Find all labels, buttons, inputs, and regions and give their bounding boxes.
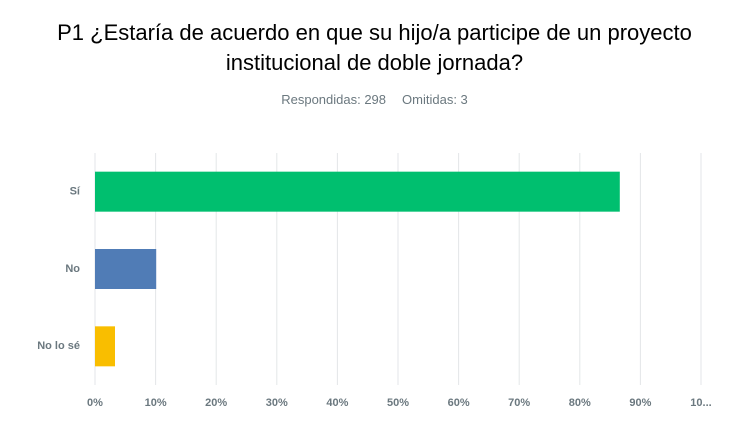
answered: Respondidas: 298: [281, 92, 387, 107]
x-tick-label: 10...: [690, 397, 711, 409]
x-tick-label: 10%: [145, 397, 167, 409]
x-tick-label: 40%: [326, 397, 348, 409]
subtitle: Respondidas: 298 Omitidas: 3: [0, 92, 749, 107]
bar: [95, 249, 157, 289]
x-tick-label: 70%: [508, 397, 530, 409]
chart-title: P1 ¿Estaría de acuerdo en que su hijo/a …: [57, 20, 692, 75]
x-tick-label: 30%: [266, 397, 288, 409]
x-tick-label: 80%: [569, 397, 591, 409]
x-tick-label: 50%: [387, 397, 409, 409]
x-tick-label: 60%: [448, 397, 470, 409]
x-tick-label: 20%: [205, 397, 227, 409]
x-tick-label: 0%: [87, 397, 103, 409]
skipped: Omitidas: 3: [402, 92, 468, 107]
bar: [95, 326, 115, 367]
y-tick-label: No: [65, 263, 80, 275]
y-tick-label: Sí: [70, 186, 81, 198]
y-tick-label: No lo sé: [37, 340, 80, 352]
x-tick-label: 90%: [629, 397, 651, 409]
bar: [95, 171, 620, 212]
